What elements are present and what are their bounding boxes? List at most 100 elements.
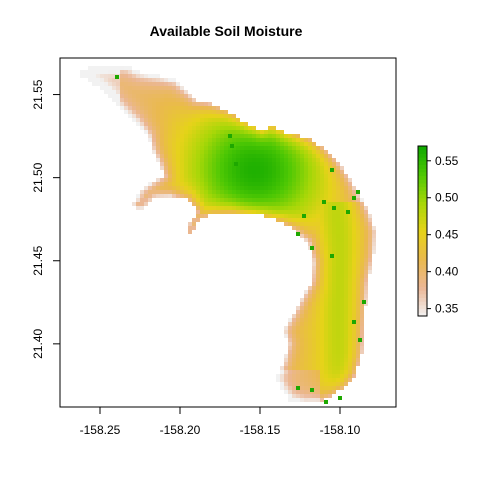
raster-cell [304, 166, 308, 170]
raster-cell [320, 210, 324, 214]
raster-cell [216, 170, 220, 174]
raster-cell [304, 294, 308, 298]
raster-cell [360, 314, 364, 318]
raster-cell [344, 286, 348, 290]
raster-cell [128, 102, 132, 106]
raster-cell [300, 158, 304, 162]
raster-cell [272, 206, 276, 210]
raster-cell [236, 186, 240, 190]
raster-cell [228, 174, 232, 178]
raster-cell [220, 190, 224, 194]
raster-cell [324, 362, 328, 366]
raster-cell [344, 174, 348, 178]
raster-cell [152, 106, 156, 110]
raster-cell [328, 214, 332, 218]
raster-cell [360, 346, 364, 350]
raster-cell [212, 130, 216, 134]
raster-cell [164, 194, 168, 198]
raster-cell [180, 134, 184, 138]
raster-cell [364, 242, 368, 246]
raster-cell [316, 222, 320, 226]
raster-cell [312, 266, 316, 270]
raster-cell [112, 82, 116, 86]
raster-cell [208, 162, 212, 166]
raster-cell [164, 130, 168, 134]
raster-cell [168, 130, 172, 134]
raster-cell [204, 206, 208, 210]
raster-cell [248, 162, 252, 166]
raster-cell [168, 154, 172, 158]
raster-cell [288, 318, 292, 322]
raster-cell [176, 98, 180, 102]
raster-cell [204, 150, 208, 154]
raster-cell [132, 102, 136, 106]
raster-cell [272, 170, 276, 174]
raster-cell [180, 98, 184, 102]
raster-cell [208, 210, 212, 214]
raster-cell [192, 122, 196, 126]
raster-cell [316, 354, 320, 358]
raster-cell [200, 126, 204, 130]
raster-cell [268, 162, 272, 166]
raster-cell [308, 138, 312, 142]
raster-cell [200, 154, 204, 158]
raster-cell [172, 98, 176, 102]
raster-cell [288, 146, 292, 150]
raster-cell [212, 210, 216, 214]
raster-cell [316, 194, 320, 198]
raster-cell [328, 226, 332, 230]
raster-cell [320, 366, 324, 370]
raster-cell [152, 94, 156, 98]
raster-cell [224, 110, 228, 114]
raster-cell [352, 306, 356, 310]
raster-cell [116, 90, 120, 94]
raster-cell [180, 194, 184, 198]
raster-cell [328, 318, 332, 322]
raster-cell [148, 182, 152, 186]
legend-swatch [418, 297, 427, 302]
raster-cell [172, 194, 176, 198]
raster-cell [312, 254, 316, 258]
raster-cell [348, 286, 352, 290]
raster-cell [172, 78, 176, 82]
raster-cell [128, 78, 132, 82]
raster-cell [308, 206, 312, 210]
raster-cell [296, 194, 300, 198]
raster-cell [204, 202, 208, 206]
raster-cell [284, 370, 288, 374]
raster-cell [272, 154, 276, 158]
raster-cell [336, 214, 340, 218]
raster-cell [188, 114, 192, 118]
raster-cell [372, 230, 376, 234]
raster-cell [196, 134, 200, 138]
raster-cell [260, 166, 264, 170]
raster-cell [362, 300, 366, 304]
raster-cell [208, 114, 212, 118]
raster-cell [224, 198, 228, 202]
raster-cell [348, 322, 352, 326]
raster-cell [296, 154, 300, 158]
raster-cell [364, 234, 368, 238]
raster-cell [264, 158, 268, 162]
raster-cell [320, 294, 324, 298]
raster-cell [156, 186, 160, 190]
raster-cell [176, 114, 180, 118]
raster-cell [332, 182, 336, 186]
raster-cell [328, 290, 332, 294]
raster-cell [296, 186, 300, 190]
raster-cell [188, 194, 192, 198]
raster-cell [336, 170, 340, 174]
raster-cell [108, 94, 112, 98]
raster-cell [324, 154, 328, 158]
raster-cell [200, 130, 204, 134]
raster-cell [224, 190, 228, 194]
raster-cell [336, 326, 340, 330]
raster-cell [212, 174, 216, 178]
raster-cell [264, 194, 268, 198]
raster-cell [296, 322, 300, 326]
raster-cell [368, 270, 372, 274]
raster-cell [304, 154, 308, 158]
raster-cell [216, 202, 220, 206]
raster-cell [300, 186, 304, 190]
raster-cell [352, 330, 356, 334]
